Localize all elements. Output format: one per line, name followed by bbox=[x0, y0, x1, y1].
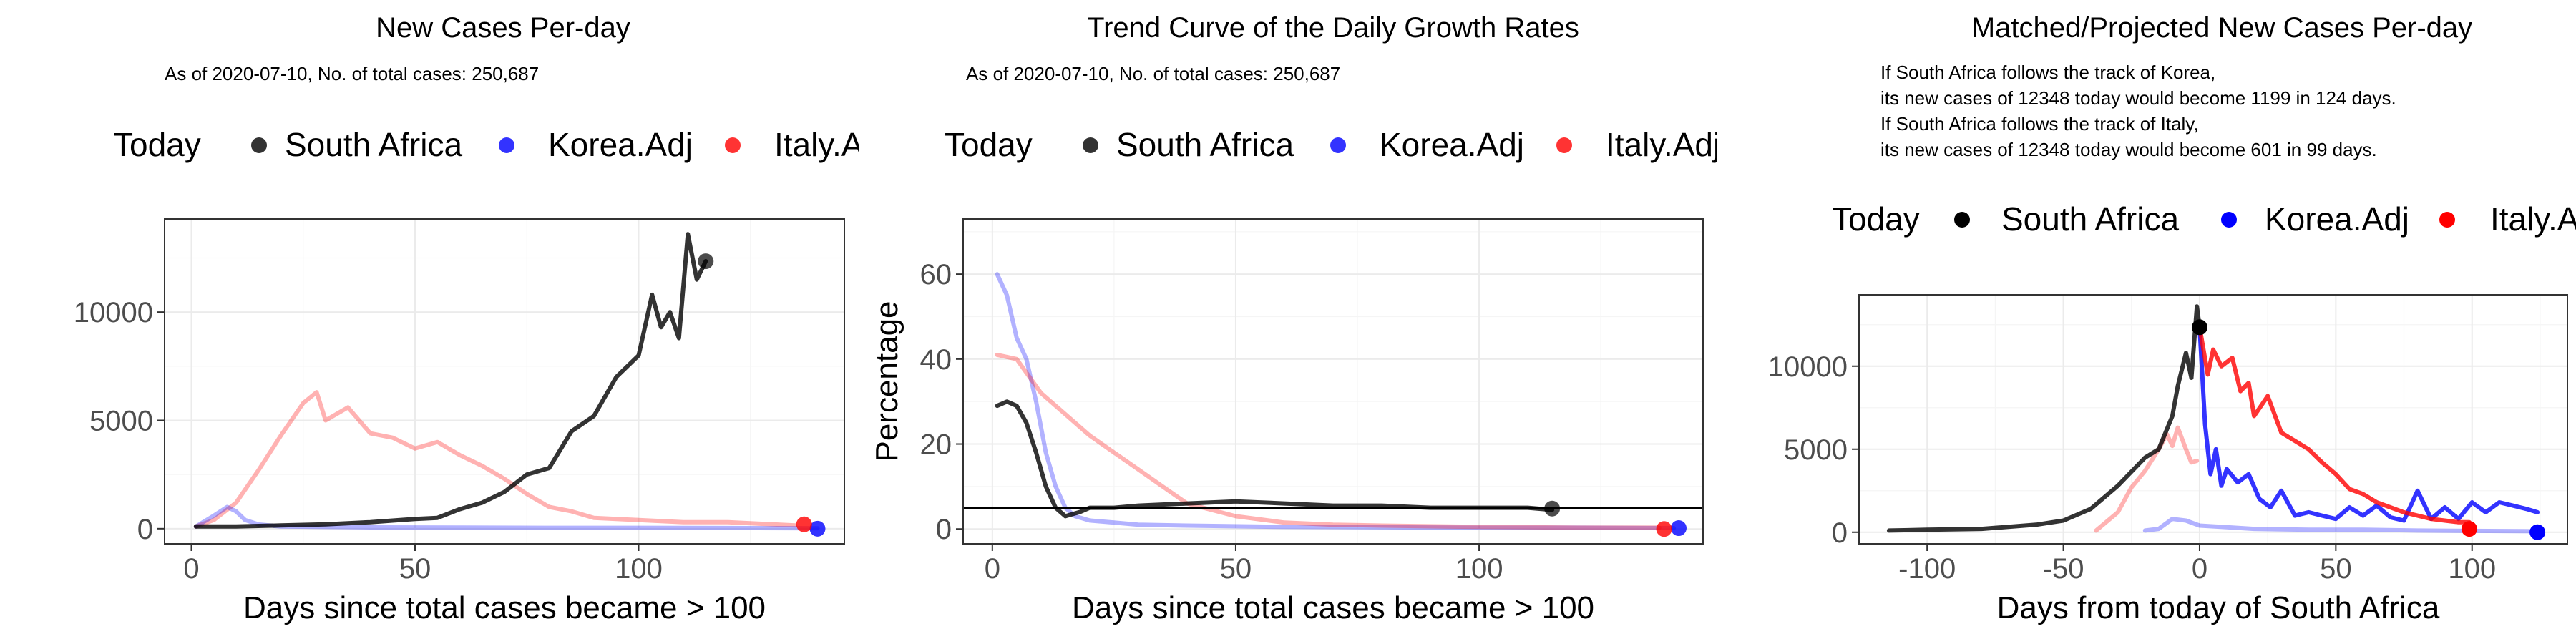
chart-1-subtitle: As of 2020-07-10, No. of total cases: 25… bbox=[165, 63, 539, 84]
point-south-africa bbox=[1544, 500, 1561, 517]
chart-3-frame bbox=[1858, 294, 2568, 545]
point-korea-adj bbox=[1670, 520, 1687, 537]
x-tick-label: 0 bbox=[183, 553, 199, 585]
point-south-africa bbox=[2191, 319, 2207, 336]
chart-3-note-line-4: its new cases of 12348 today would becom… bbox=[1880, 139, 2377, 160]
chart-panel-3: Matched/Projected New Cases Per-day If S… bbox=[1768, 12, 2576, 625]
series-line-south-africa bbox=[1886, 304, 2202, 533]
series-line-korea-adj-projected bbox=[2197, 325, 2540, 523]
y-tick-label: 5000 bbox=[89, 405, 153, 436]
chart-1-legend: Today South Africa Korea.Adj Italy.Adj bbox=[113, 126, 889, 163]
chart-3-plot: -100 -50 0 50 100 0 5000 10000 bbox=[1768, 294, 2568, 585]
x-tick-label: 50 bbox=[2320, 553, 2352, 585]
x-tick-label: 100 bbox=[615, 553, 663, 585]
chart-panel-2: Trend Curve of the Daily Growth Rates As… bbox=[869, 12, 1720, 625]
chart-2-subtitle: As of 2020-07-10, No. of total cases: 25… bbox=[966, 63, 1340, 84]
legend-title: Today bbox=[1832, 200, 1920, 238]
legend-marker-korea bbox=[1330, 137, 1346, 153]
chart-3-title: Matched/Projected New Cases Per-day bbox=[1971, 12, 2472, 44]
x-tick-label: 50 bbox=[399, 553, 431, 585]
x-tick-label: 100 bbox=[2448, 553, 2496, 585]
legend-marker-south-africa bbox=[251, 137, 267, 153]
chart-panel-1: New Cases Per-day As of 2020-07-10, No. … bbox=[74, 12, 889, 625]
legend-label-south-africa: South Africa bbox=[2001, 200, 2179, 238]
legend-label-italy: Italy.Adj bbox=[2490, 200, 2576, 238]
legend-marker-korea bbox=[499, 137, 514, 153]
x-tick-label: -100 bbox=[1898, 553, 1956, 585]
series-line-korea-adj-matched bbox=[2142, 517, 2540, 534]
chart-1-title: New Cases Per-day bbox=[376, 12, 630, 44]
chart-1-frame bbox=[164, 218, 845, 545]
y-tick-label: 10000 bbox=[74, 297, 153, 328]
x-tick-label: 100 bbox=[1455, 553, 1503, 585]
chart-2-title: Trend Curve of the Daily Growth Rates bbox=[1087, 12, 1579, 44]
point-italy-adj bbox=[796, 516, 812, 532]
chart-2-y-axis-title: Percentage bbox=[869, 301, 904, 462]
legend-title: Today bbox=[113, 126, 201, 163]
legend-label-south-africa: South Africa bbox=[1116, 126, 1294, 163]
point-italy-adj bbox=[2461, 521, 2477, 537]
chart-3-legend: Today South Africa Korea.Adj Italy.Adj bbox=[1832, 200, 2576, 238]
y-tick-label: 20 bbox=[920, 429, 952, 461]
series-line-italy-adj bbox=[995, 352, 1662, 530]
legend-marker-italy bbox=[725, 137, 741, 153]
series-line-korea-adj bbox=[995, 272, 1677, 530]
legend-marker-italy bbox=[2439, 212, 2455, 228]
point-south-africa bbox=[698, 253, 714, 270]
x-tick-label: 0 bbox=[985, 553, 1000, 585]
legend-marker-south-africa bbox=[1083, 137, 1098, 153]
chart-2-plot: 0 50 100 0 20 40 60 bbox=[920, 218, 1704, 585]
chart-2-frame bbox=[962, 218, 1704, 545]
y-tick-label: 0 bbox=[137, 514, 153, 545]
y-tick-label: 40 bbox=[920, 344, 952, 376]
y-tick-label: 0 bbox=[1832, 517, 1848, 549]
chart-1-x-axis-title: Days since total cases became > 100 bbox=[243, 590, 766, 625]
chart-3-note-line-3: If South Africa follows the track of Ita… bbox=[1880, 113, 2199, 135]
x-tick-label: 0 bbox=[2192, 553, 2207, 585]
chart-1-plot: 0 50 100 0 5000 10000 bbox=[74, 218, 845, 585]
y-tick-label: 5000 bbox=[1784, 434, 1848, 466]
y-tick-label: 60 bbox=[920, 259, 952, 291]
legend-label-italy: Italy.Adj bbox=[774, 126, 889, 163]
point-italy-adj bbox=[1656, 521, 1672, 537]
legend-title: Today bbox=[945, 126, 1033, 163]
chart-3-note-line-1: If South Africa follows the track of Kor… bbox=[1880, 62, 2215, 83]
x-tick-label: -50 bbox=[2043, 553, 2084, 585]
legend-label-south-africa: South Africa bbox=[285, 126, 462, 163]
legend-label-italy: Italy.Adj bbox=[1606, 126, 1720, 163]
legend-marker-italy bbox=[1556, 137, 1572, 153]
point-korea-adj bbox=[809, 520, 826, 537]
series-line-south-africa bbox=[193, 232, 708, 529]
chart-3-note-line-2: its new cases of 12348 today would becom… bbox=[1880, 87, 2396, 109]
legend-label-korea: Korea.Adj bbox=[1380, 126, 1524, 163]
y-tick-label: 10000 bbox=[1768, 351, 1848, 383]
chart-2-legend: Today South Africa Korea.Adj Italy.Adj bbox=[945, 126, 1720, 163]
point-korea-adj bbox=[2529, 524, 2546, 540]
legend-marker-korea bbox=[2221, 212, 2237, 228]
x-tick-label: 50 bbox=[1220, 553, 1252, 585]
y-tick-label: 0 bbox=[936, 514, 952, 545]
legend-label-korea: Korea.Adj bbox=[2265, 200, 2409, 238]
chart-2-x-axis-title: Days since total cases became > 100 bbox=[1072, 590, 1594, 625]
series-line-italy-adj-projected bbox=[2197, 325, 2472, 525]
series-line-italy-adj bbox=[193, 390, 798, 529]
legend-marker-south-africa bbox=[1954, 212, 1970, 228]
legend-label-korea: Korea.Adj bbox=[548, 126, 693, 163]
chart-3-x-axis-title: Days from today of South Africa bbox=[1997, 590, 2440, 625]
